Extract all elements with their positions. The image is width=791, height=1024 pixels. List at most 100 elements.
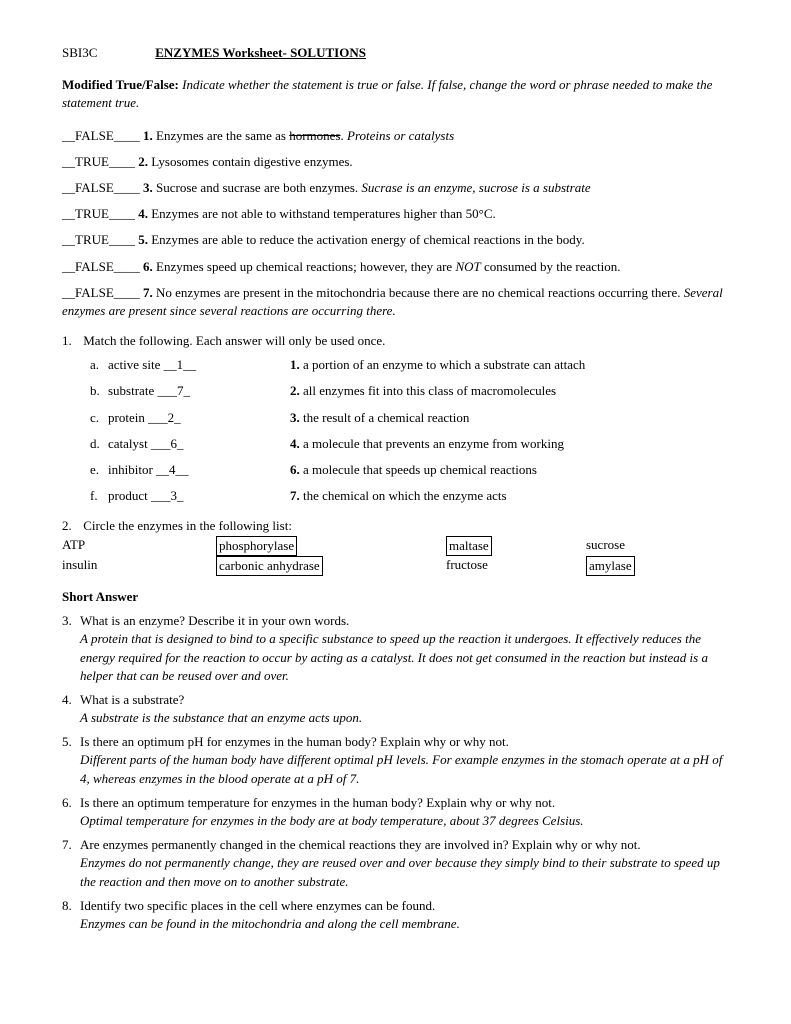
match-definition: 3. the result of a chemical reaction	[290, 409, 729, 427]
match-term-text: protein ___2_	[108, 410, 181, 425]
match-term: e.inhibitor __4__	[90, 461, 290, 479]
tf-num: 3.	[143, 180, 153, 195]
match-letter: b.	[90, 382, 108, 400]
tf-text: No enzymes are present in the mitochondr…	[156, 285, 684, 300]
enzyme-cell: maltase	[446, 536, 586, 556]
question-number: 5.	[62, 733, 80, 751]
match-term-text: product ___3_	[108, 488, 183, 503]
instructions-label: Modified True/False:	[62, 77, 179, 92]
tf-answer: __TRUE____	[62, 154, 135, 169]
match-term-text: active site __1__	[108, 357, 196, 372]
tf-text: Sucrose and sucrase are both enzymes.	[156, 180, 361, 195]
question-text: Is there an optimum pH for enzymes in th…	[80, 734, 509, 749]
match-term-text: catalyst ___6_	[108, 436, 183, 451]
question-number: 6.	[62, 794, 80, 812]
short-answer-item: 5.Is there an optimum pH for enzymes in …	[62, 733, 729, 788]
tf-item-2: __TRUE____ 2. Lysosomes contain digestiv…	[62, 153, 729, 171]
short-answer-heading: Short Answer	[62, 588, 729, 606]
match-definition: 7. the chemical on which the enzyme acts	[290, 487, 729, 505]
short-answer-question: 3.What is an enzyme? Describe it in your…	[62, 612, 729, 630]
question-number: 7.	[62, 836, 80, 854]
tf-num: 2.	[138, 154, 148, 169]
match-term: b.substrate ___7_	[90, 382, 290, 400]
circled-enzyme: maltase	[446, 536, 492, 556]
short-answer-item: 4.What is a substrate?A substrate is the…	[62, 691, 729, 727]
short-answer-answer: Enzymes do not permanently change, they …	[62, 854, 729, 890]
match-row: c.protein ___2_3. the result of a chemic…	[62, 409, 729, 427]
tf-answer: __FALSE____	[62, 180, 140, 195]
match-def-num: 1.	[290, 357, 303, 372]
match-row: e.inhibitor __4__6. a molecule that spee…	[62, 461, 729, 479]
tf-num: 1.	[143, 128, 153, 143]
question-text: Identify two specific places in the cell…	[80, 898, 435, 913]
enzyme-cell: phosphorylase	[216, 536, 446, 556]
tf-item-3: __FALSE____ 3. Sucrose and sucrase are b…	[62, 179, 729, 197]
question-text: What is an enzyme? Describe it in your o…	[80, 613, 349, 628]
enzyme-cell: insulin	[62, 556, 216, 576]
short-answer-item: 3.What is an enzyme? Describe it in your…	[62, 612, 729, 685]
match-def-num: 7.	[290, 488, 303, 503]
match-row: b.substrate ___7_2. all enzymes fit into…	[62, 382, 729, 400]
match-term: f.product ___3_	[90, 487, 290, 505]
tf-text-pre: Enzymes speed up chemical reactions; how…	[156, 259, 455, 274]
short-answer-answer: A substrate is the substance that an enz…	[62, 709, 729, 727]
question-number: 1.	[62, 332, 80, 350]
question-number: 2.	[62, 517, 80, 535]
match-term: c.protein ___2_	[90, 409, 290, 427]
tf-num: 6.	[143, 259, 153, 274]
tf-correction: Proteins or catalysts	[347, 128, 454, 143]
short-answer-question: 7.Are enzymes permanently changed in the…	[62, 836, 729, 854]
match-definition: 1. a portion of an enzyme to which a sub…	[290, 356, 729, 374]
tf-item-1: __FALSE____ 1. Enzymes are the same as h…	[62, 127, 729, 145]
tf-answer: __FALSE____	[62, 285, 140, 300]
tf-emphasis: NOT	[455, 259, 480, 274]
question-number: 4.	[62, 691, 80, 709]
match-def-num: 4.	[290, 436, 303, 451]
match-row: d.catalyst ___6_4. a molecule that preve…	[62, 435, 729, 453]
match-letter: c.	[90, 409, 108, 427]
enzyme-list-section: 2. Circle the enzymes in the following l…	[62, 517, 729, 576]
tf-num: 5.	[138, 232, 148, 247]
tf-text: Enzymes are able to reduce the activatio…	[151, 232, 585, 247]
match-def-text: a portion of an enzyme to which a substr…	[303, 357, 585, 372]
tf-text-pre: Enzymes are the same as	[156, 128, 289, 143]
match-definition: 4. a molecule that prevents an enzyme fr…	[290, 435, 729, 453]
question-number: 8.	[62, 897, 80, 915]
circled-enzyme: amylase	[586, 556, 635, 576]
worksheet-title: ENZYMES Worksheet- SOLUTIONS	[155, 45, 366, 60]
short-answer-question: 6.Is there an optimum temperature for en…	[62, 794, 729, 812]
tf-answer: __TRUE____	[62, 232, 135, 247]
matching-intro: 1. Match the following. Each answer will…	[62, 332, 729, 350]
short-answer-question: 5.Is there an optimum pH for enzymes in …	[62, 733, 729, 751]
tf-text: Lysosomes contain digestive enzymes.	[151, 154, 352, 169]
match-letter: e.	[90, 461, 108, 479]
header: SBI3C ENZYMES Worksheet- SOLUTIONS	[62, 44, 729, 62]
match-def-num: 3.	[290, 410, 303, 425]
match-def-text: a molecule that prevents an enzyme from …	[303, 436, 564, 451]
tf-text-post: consumed by the reaction.	[481, 259, 621, 274]
matching-intro-text: Match the following. Each answer will on…	[83, 333, 385, 348]
enzyme-row-1: ATP phosphorylase maltase sucrose	[62, 536, 729, 556]
tf-text: Enzymes are not able to withstand temper…	[151, 206, 496, 221]
short-answer-item: 7.Are enzymes permanently changed in the…	[62, 836, 729, 891]
tf-strikethrough: hormones	[289, 128, 340, 143]
tf-correction: Sucrase is an enzyme, sucrose is a subst…	[361, 180, 590, 195]
question-number: 3.	[62, 612, 80, 630]
tf-item-4: __TRUE____ 4. Enzymes are not able to wi…	[62, 205, 729, 223]
match-def-text: all enzymes fit into this class of macro…	[303, 383, 556, 398]
enzyme-row-2: insulin carbonic anhydrase fructose amyl…	[62, 556, 729, 576]
match-row: a.active site __1__1. a portion of an en…	[62, 356, 729, 374]
question-text: Are enzymes permanently changed in the c…	[80, 837, 641, 852]
short-answer-answer: Optimal temperature for enzymes in the b…	[62, 812, 729, 830]
tf-num: 4.	[138, 206, 148, 221]
short-answer-question: 8.Identify two specific places in the ce…	[62, 897, 729, 915]
tf-item-5: __TRUE____ 5. Enzymes are able to reduce…	[62, 231, 729, 249]
short-answer-question: 4.What is a substrate?	[62, 691, 729, 709]
match-term-text: substrate ___7_	[108, 383, 190, 398]
tf-num: 7.	[143, 285, 153, 300]
tf-answer: __FALSE____	[62, 128, 140, 143]
enzyme-list-intro-text: Circle the enzymes in the following list…	[83, 518, 292, 533]
match-def-text: the result of a chemical reaction	[303, 410, 469, 425]
short-answer-answer: A protein that is designed to bind to a …	[62, 630, 729, 685]
instructions: Modified True/False: Indicate whether th…	[62, 76, 729, 112]
